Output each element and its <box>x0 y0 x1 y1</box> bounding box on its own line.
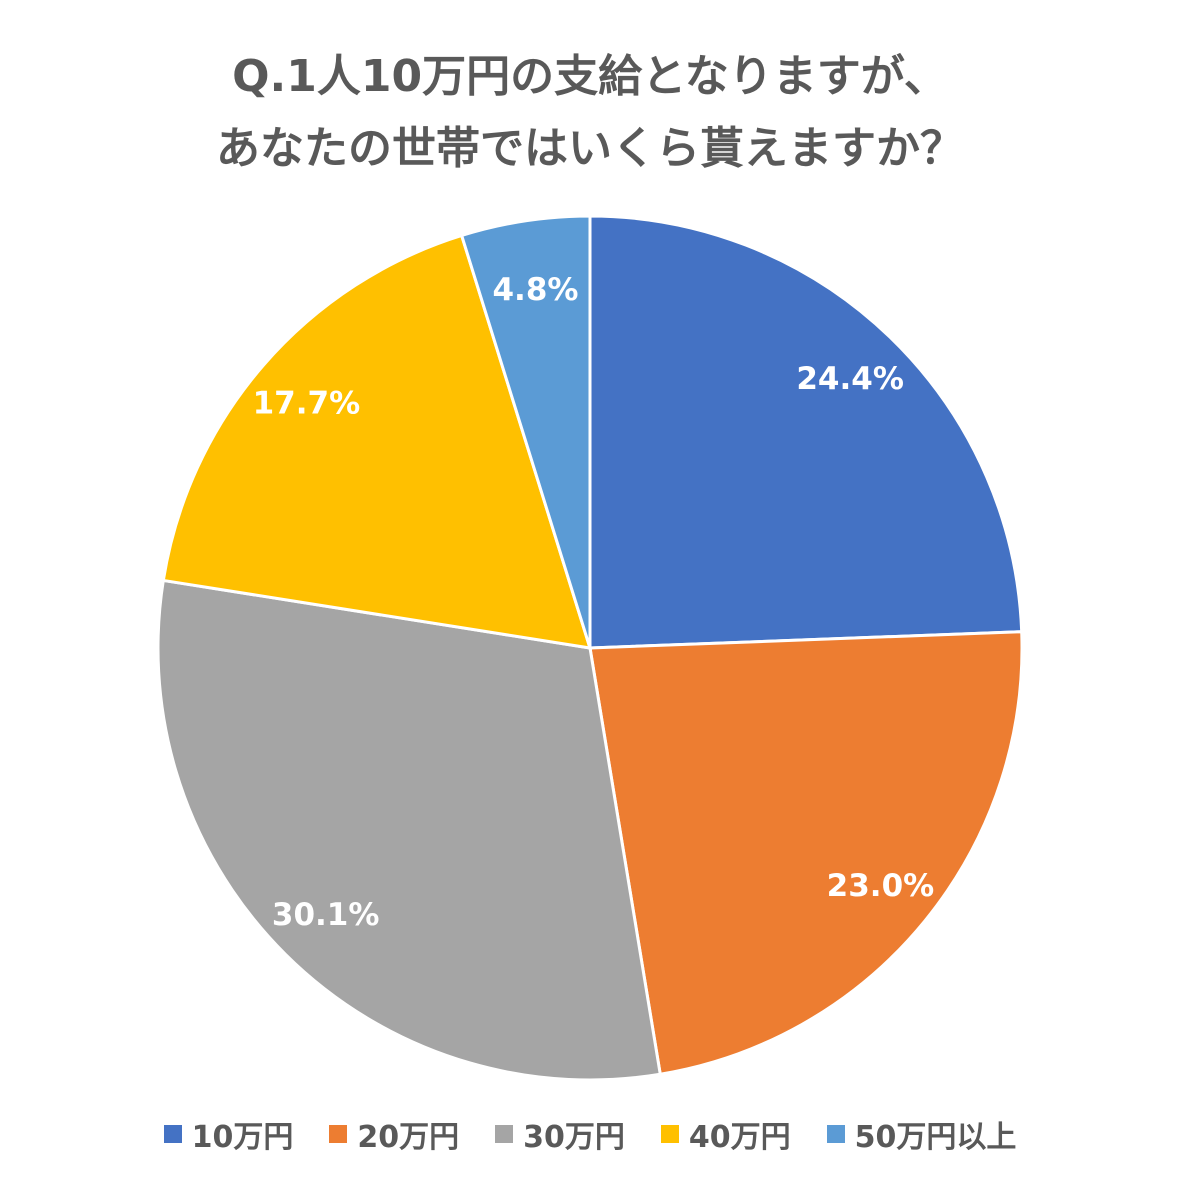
legend-swatch <box>329 1125 348 1143</box>
data-label-5: 4.8% <box>492 272 578 308</box>
data-label-1: 24.4% <box>796 361 904 397</box>
pie-slice-3 <box>156 578 662 1082</box>
legend: 10万円 20万円 30万円 40万円 50万円以上 <box>0 1112 1180 1156</box>
pie-slice-5 <box>459 214 592 649</box>
pie-slice-4 <box>161 233 593 650</box>
legend-label: 50万円以上 <box>854 1120 1017 1155</box>
legend-item: 40万円 <box>660 1112 791 1156</box>
data-label-2: 23.0% <box>827 868 935 904</box>
pie-slice-2 <box>588 630 1024 1076</box>
legend-label: 30万円 <box>523 1120 625 1155</box>
legend-label: 40万円 <box>688 1120 791 1155</box>
legend-item: 30万円 <box>495 1112 625 1156</box>
data-label-4: 17.7% <box>253 386 361 422</box>
pie-slice-1 <box>588 214 1024 650</box>
legend-swatch <box>163 1125 182 1143</box>
legend-item: 10万円 <box>163 1112 294 1156</box>
data-label-3: 30.1% <box>272 897 380 933</box>
legend-swatch <box>826 1125 845 1143</box>
legend-item: 50万円以上 <box>826 1112 1017 1156</box>
legend-swatch <box>495 1125 514 1143</box>
chart-title-line-1: Q.1人10万円の支給となりますが、 <box>232 51 948 102</box>
legend-item: 20万円 <box>329 1112 459 1156</box>
legend-label: 20万円 <box>357 1120 460 1155</box>
chart-title-line-2: あなたの世帯ではいくら貰えますか？ <box>216 123 964 174</box>
legend-label: 10万円 <box>191 1120 294 1155</box>
legend-swatch <box>660 1125 679 1143</box>
